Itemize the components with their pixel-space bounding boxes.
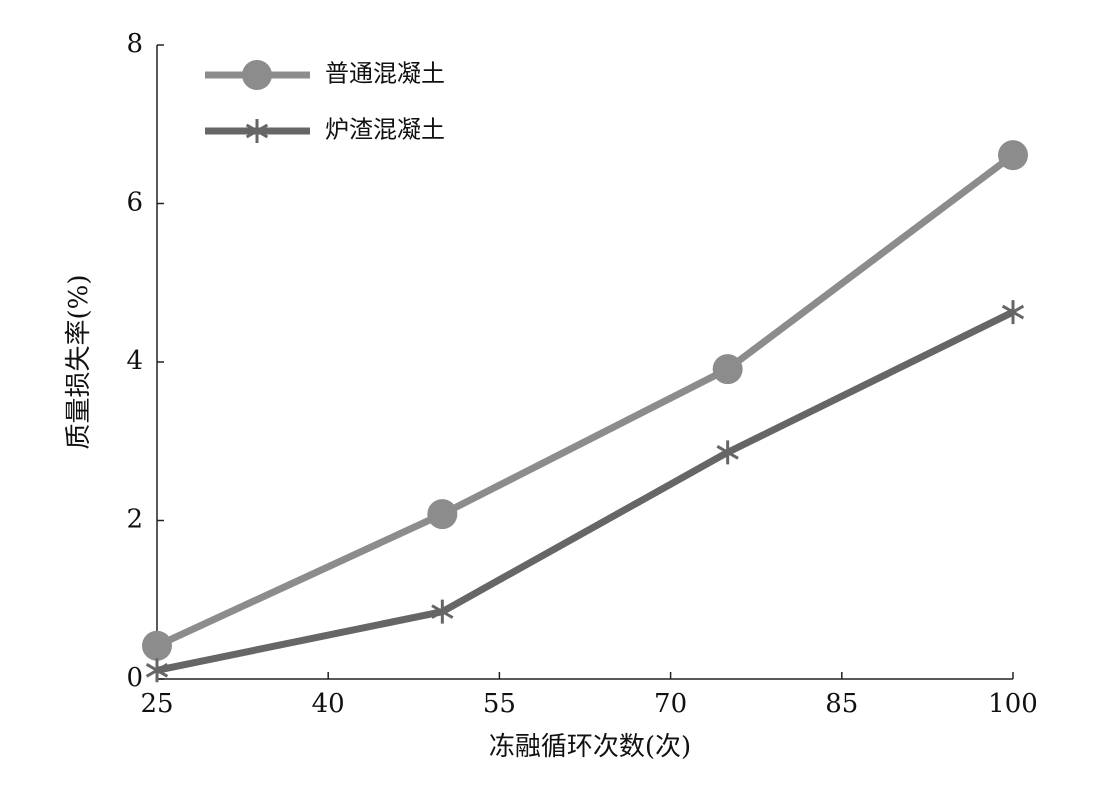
legend-label: 普通混凝土 [325,60,445,88]
data-point [145,658,169,683]
data-point [1001,300,1025,325]
y-tick-label: 6 [126,188,143,218]
x-axis-label: 冻融循环次数(次) [489,732,691,762]
data-point [998,140,1028,171]
data-point [431,599,454,624]
series-line [155,152,1016,649]
y-tick-label: 0 [126,663,143,693]
y-tick-label: 4 [126,346,143,376]
data-point [142,630,172,661]
legend-label: 炉渣混凝土 [325,116,445,144]
legend-marker [245,119,269,143]
x-tick-label: 40 [312,689,345,719]
data-point [716,440,739,465]
data-point [427,499,458,530]
y-tick-label: 2 [126,505,143,535]
x-tick-label: 55 [483,689,516,719]
data-point [712,354,743,385]
y-tick-label: 8 [126,29,143,59]
series-line [156,308,1015,674]
x-tick-label: 25 [140,689,173,719]
x-tick-label: 70 [654,689,687,719]
legend-marker [242,60,272,90]
y-axis-label: 质量损失率(%) [64,275,94,450]
x-tick-label: 100 [988,689,1038,719]
x-tick-label: 85 [825,689,858,719]
